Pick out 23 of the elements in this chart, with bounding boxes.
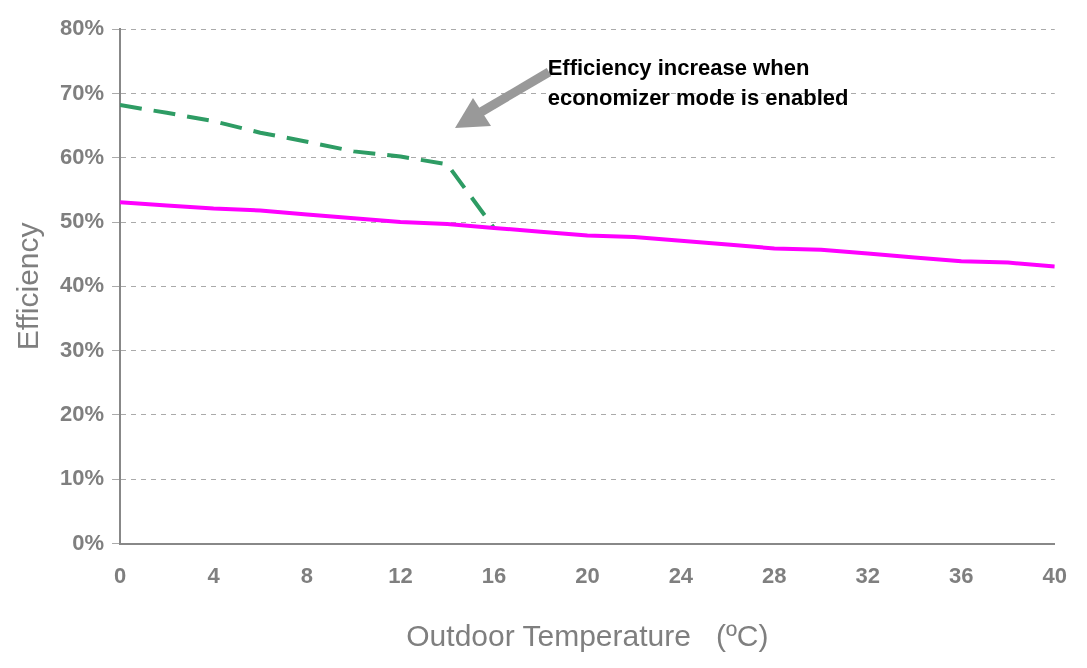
x-tick-label: 12 [388,562,413,588]
y-tick-label: 60% [59,143,105,169]
y-tick-label: 0% [72,529,105,555]
x-tick-label: 16 [481,562,507,588]
x-tick-label: 36 [949,562,974,588]
x-tick-label: 24 [668,562,694,588]
y-axis-title: Efficiency [11,222,45,351]
x-axis-title: Outdoor Temperature (ºC) [406,619,769,653]
y-tick-label: 50% [59,208,105,234]
x-tick-label: 8 [300,562,314,588]
x-tick-label: 32 [855,562,881,588]
x-tick-label: 20 [575,562,600,588]
y-tick-label: 30% [59,336,105,362]
y-tick-label: 10% [59,465,105,491]
annotation: Efficiency increase when economizer mode is enabled [547,54,849,110]
y-tick-label: 20% [59,401,105,427]
x-tick-label: 28 [762,562,787,588]
x-tick-label: 4 [207,562,221,588]
x-tick-label: 0 [113,562,127,588]
y-tick-label: 80% [59,15,105,41]
x-tick-label: 40 [1042,562,1068,588]
y-tick-label: 70% [59,79,105,105]
y-tick-label: 40% [59,272,105,298]
